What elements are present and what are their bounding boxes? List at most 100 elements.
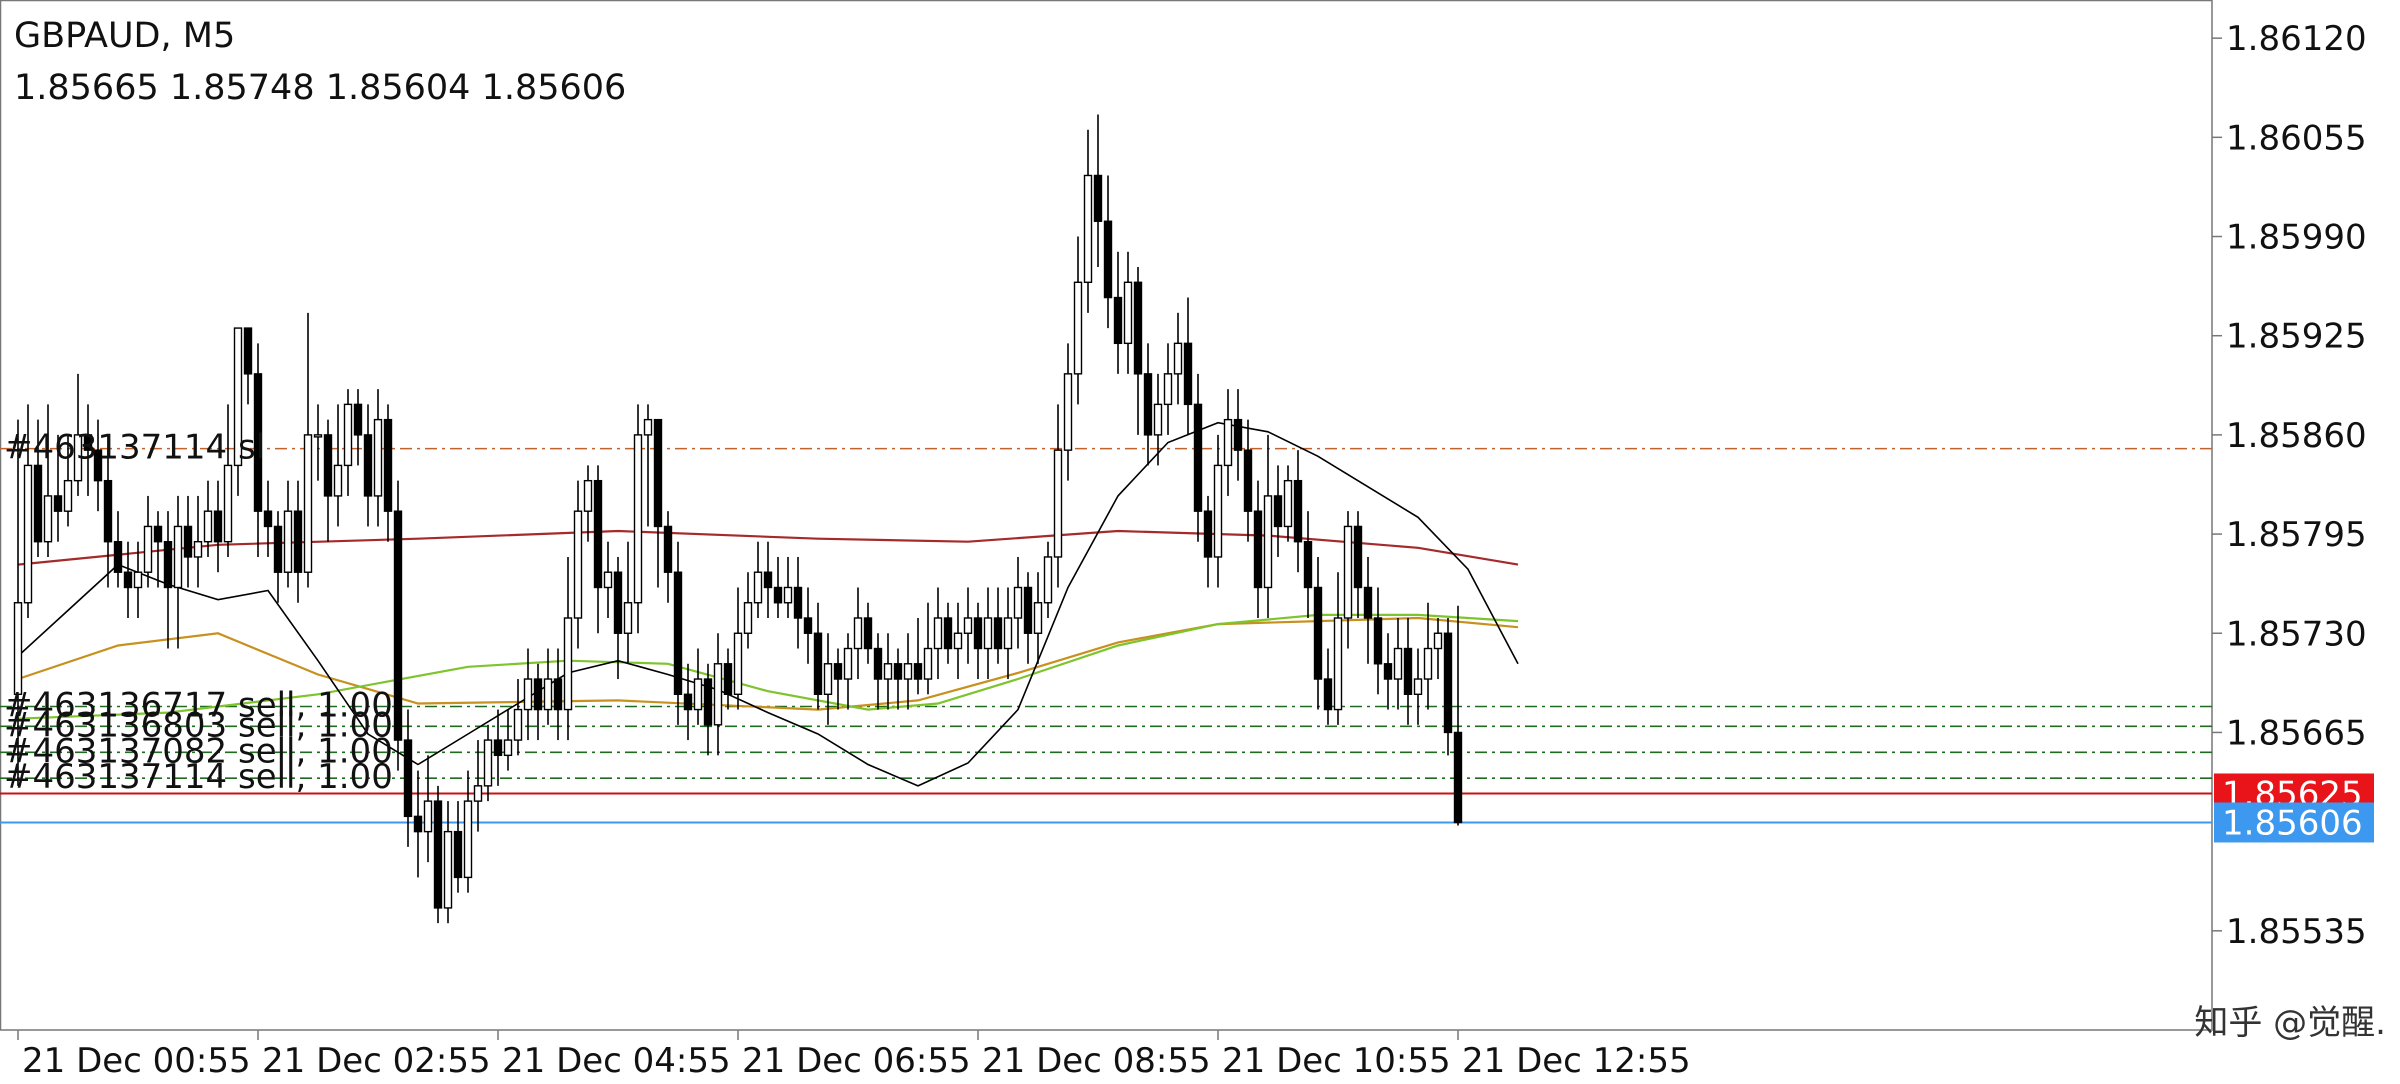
candle-body bbox=[703, 678, 713, 726]
candle-body bbox=[1123, 281, 1133, 345]
candle-body bbox=[63, 479, 73, 512]
candle-body bbox=[13, 602, 23, 695]
candle-body bbox=[173, 525, 183, 589]
candle-body bbox=[643, 418, 653, 436]
candle-body bbox=[83, 434, 93, 451]
candle-body bbox=[1273, 495, 1283, 528]
candle-body bbox=[403, 739, 413, 818]
candle-body bbox=[1263, 495, 1273, 589]
candle-body bbox=[243, 327, 253, 375]
moving-average-ma_fast bbox=[17, 421, 1519, 787]
candle-body bbox=[1443, 632, 1453, 734]
candle-body bbox=[1323, 678, 1333, 711]
candle-body bbox=[93, 449, 103, 482]
candle-body bbox=[553, 678, 563, 711]
x-tick-label: 21 Dec 04:55 bbox=[502, 1041, 731, 1080]
candle-body bbox=[1043, 556, 1053, 604]
y-tick-label: 1.85990 bbox=[2226, 218, 2367, 258]
candle-body bbox=[1103, 220, 1113, 299]
candle-body bbox=[683, 693, 693, 711]
moving-average-ma_long bbox=[17, 529, 1519, 566]
candle-body bbox=[23, 464, 33, 604]
candle-body bbox=[593, 479, 603, 589]
candle-body bbox=[893, 663, 903, 680]
candle-body bbox=[833, 663, 843, 680]
candle-body bbox=[863, 617, 873, 650]
candle-body bbox=[453, 830, 463, 879]
candle-body bbox=[143, 525, 153, 573]
candle-body bbox=[1373, 617, 1383, 665]
candle-body bbox=[313, 434, 323, 438]
candle-body bbox=[443, 830, 453, 909]
candle-body bbox=[843, 647, 853, 680]
candle-body bbox=[1033, 602, 1043, 634]
candle-body bbox=[1073, 281, 1083, 375]
candle-body bbox=[1023, 586, 1033, 634]
candle-body bbox=[163, 541, 173, 589]
x-tick-label: 21 Dec 12:55 bbox=[1462, 1041, 1691, 1080]
candle-body bbox=[183, 525, 193, 558]
candle-body bbox=[1163, 373, 1173, 406]
y-tick-label: 1.85860 bbox=[2226, 416, 2367, 456]
x-tick-label: 21 Dec 00:55 bbox=[22, 1041, 251, 1080]
candle-body bbox=[1173, 342, 1183, 375]
candle-body bbox=[1333, 617, 1343, 711]
candle-body bbox=[343, 403, 353, 467]
candle-body bbox=[1363, 586, 1373, 619]
candle-body bbox=[983, 617, 993, 650]
candle-body bbox=[1203, 510, 1213, 558]
candle-body bbox=[263, 510, 273, 528]
candle-body bbox=[123, 571, 133, 589]
candle-body bbox=[1183, 342, 1193, 406]
candle-body bbox=[493, 739, 503, 757]
candle-body bbox=[1193, 403, 1203, 512]
candle-body bbox=[1393, 647, 1403, 680]
candle-body bbox=[903, 663, 913, 680]
candle-body bbox=[133, 571, 143, 589]
candle-body bbox=[43, 495, 53, 543]
candle-body bbox=[1423, 647, 1433, 680]
candle-body bbox=[1093, 174, 1103, 222]
candle-body bbox=[603, 571, 613, 589]
order-annotation: #463137082 sell, 1.00 bbox=[4, 731, 393, 771]
candle-body bbox=[923, 647, 933, 680]
candle-body bbox=[503, 739, 513, 757]
y-tick-label: 1.85535 bbox=[2226, 912, 2367, 952]
candle-body bbox=[1343, 525, 1353, 619]
x-tick-label: 21 Dec 02:55 bbox=[262, 1041, 491, 1080]
ohlc-readout: 1.85665 1.85748 1.85604 1.85606 bbox=[14, 68, 627, 108]
y-tick-label: 1.86120 bbox=[2226, 19, 2367, 59]
candle-body bbox=[103, 479, 113, 543]
price-label-box bbox=[2214, 802, 2374, 843]
candle-body bbox=[213, 510, 223, 543]
candle-body bbox=[1233, 418, 1243, 451]
candle-body bbox=[813, 632, 823, 695]
candle-body bbox=[723, 663, 733, 695]
candle-body bbox=[663, 525, 673, 573]
candle-body bbox=[73, 434, 83, 482]
y-tick-label: 1.86055 bbox=[2226, 118, 2367, 158]
candle-body bbox=[53, 495, 63, 512]
candle-body bbox=[1313, 586, 1323, 680]
x-tick-label: 21 Dec 06:55 bbox=[742, 1041, 971, 1080]
candle-body bbox=[773, 586, 783, 604]
x-tick-label: 21 Dec 10:55 bbox=[1222, 1041, 1451, 1080]
candle-body bbox=[383, 418, 393, 512]
candle-body bbox=[363, 434, 373, 497]
candle-body bbox=[483, 739, 493, 787]
candle-body bbox=[793, 586, 803, 619]
candle-body bbox=[1153, 403, 1163, 436]
candle-body bbox=[1433, 632, 1443, 650]
candle-body bbox=[1223, 418, 1233, 467]
candle-body bbox=[533, 678, 543, 711]
candle-body bbox=[1113, 296, 1123, 345]
candle-body bbox=[543, 678, 553, 711]
candle-body bbox=[463, 800, 473, 879]
candle-body bbox=[373, 418, 383, 497]
order-annotation: #463136803 sell, 1.00 bbox=[4, 705, 393, 745]
candle-body bbox=[473, 785, 483, 802]
candle-body bbox=[913, 663, 923, 680]
candle-body bbox=[153, 525, 163, 543]
candle-body bbox=[803, 617, 813, 634]
